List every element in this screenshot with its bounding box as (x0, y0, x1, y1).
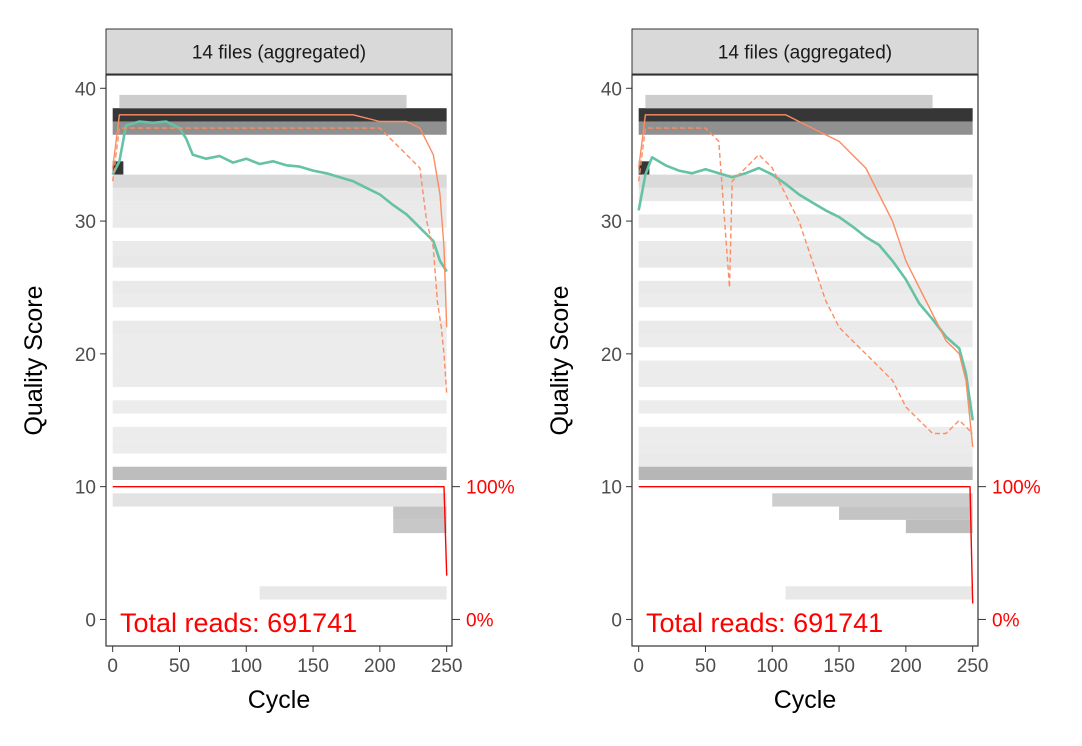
heatmap-band (638, 320, 973, 334)
heatmap-band (112, 347, 447, 361)
x-tick-label: 150 (297, 656, 329, 677)
right-axis-label: 0% (466, 610, 494, 631)
heatmap-band (112, 187, 447, 202)
heatmap-band (638, 187, 973, 202)
quantile-line (112, 127, 448, 394)
heatmap-band (112, 320, 447, 334)
quantile-line (638, 127, 974, 435)
facet-strip (631, 28, 979, 75)
heatmap-band (638, 453, 973, 467)
heatmap-band (112, 214, 447, 228)
heatmap-band (112, 280, 447, 295)
heatmap-band (638, 360, 973, 374)
heatmap-band (638, 280, 973, 295)
heatmap-band (112, 440, 447, 454)
heatmap-band (112, 400, 447, 414)
x-tick-label: 0 (633, 656, 644, 677)
right-axis-label: 100% (992, 478, 1041, 499)
quality-heatmap (638, 94, 973, 600)
x-tick-label: 0 (107, 656, 118, 677)
y-tick-label: 20 (601, 345, 622, 366)
heatmap-band (905, 519, 973, 534)
x-tick-label: 250 (957, 656, 989, 677)
heatmap-band (112, 121, 447, 135)
facet-panel-1: 14 files (aggregated) 0 10 20 30 40 0 50 100 150 2… (20, 28, 515, 714)
x-axis-title: Cycle (248, 686, 311, 714)
y-tick-label: 10 (75, 478, 96, 499)
heatmap-band (638, 161, 650, 175)
heatmap-band (112, 466, 447, 481)
heatmap-band (112, 174, 447, 188)
x-tick-label: 50 (169, 656, 190, 677)
heatmap-band (393, 519, 447, 534)
y-tick-label: 0 (611, 610, 622, 631)
heatmap-band (112, 254, 447, 268)
y-tick-label: 20 (75, 345, 96, 366)
x-tick-label: 250 (431, 656, 463, 677)
cumulative-line (112, 486, 448, 576)
quantile-line (638, 114, 974, 447)
mean-line (637, 156, 974, 421)
y-tick-label: 40 (601, 79, 622, 100)
heatmap-band (112, 240, 447, 255)
heatmap-band (785, 586, 973, 600)
x-tick-label: 200 (364, 656, 396, 677)
heatmap-band (638, 333, 973, 348)
quality-heatmap (112, 94, 447, 600)
right-axis-label: 0% (992, 610, 1020, 631)
right-axis-label: 100% (466, 478, 515, 499)
heatmap-band (112, 161, 124, 175)
facet-strip (105, 28, 453, 75)
x-tick-label: 150 (823, 656, 855, 677)
heatmap-band (638, 240, 973, 255)
x-tick-label: 100 (756, 656, 788, 677)
heatmap-band (119, 94, 407, 109)
x-tick-label: 100 (230, 656, 262, 677)
panel-border (105, 74, 453, 647)
heatmap-band (638, 440, 973, 454)
heatmap-band (638, 426, 973, 441)
heatmap-band (638, 214, 973, 228)
y-tick-label: 30 (601, 212, 622, 233)
heatmap-band (638, 121, 973, 135)
heatmap-band (259, 586, 447, 600)
mean-line (111, 120, 448, 273)
y-tick-label: 10 (601, 478, 622, 499)
heatmap-band (112, 360, 447, 374)
x-tick-label: 200 (890, 656, 922, 677)
x-axis-title: Cycle (774, 686, 837, 714)
heatmap-band (112, 493, 447, 507)
facet-strip-title: 14 files (aggregated) (192, 43, 366, 64)
y-axis-title: Quality Score (546, 285, 574, 435)
y-tick-label: 40 (75, 79, 96, 100)
panel-border (631, 74, 979, 647)
facet-strip-title: 14 files (aggregated) (718, 43, 892, 64)
x-tick-label: 50 (695, 656, 716, 677)
quantile-line (112, 114, 448, 328)
total-reads-annotation: Total reads: 691741 (120, 608, 357, 638)
y-axis-title: Quality Score (20, 285, 48, 435)
heatmap-band (638, 373, 973, 388)
heatmap-band (638, 294, 973, 308)
heatmap-band (112, 426, 447, 441)
heatmap-band (638, 108, 973, 122)
heatmap-band (112, 294, 447, 308)
heatmap-band (772, 493, 973, 507)
heatmap-band (112, 201, 447, 215)
y-tick-label: 0 (85, 610, 96, 631)
total-reads-annotation: Total reads: 691741 (646, 608, 883, 638)
cumulative-line (638, 486, 974, 604)
heatmap-band (112, 373, 447, 388)
heatmap-band (638, 466, 973, 481)
heatmap-band (839, 506, 973, 520)
heatmap-band (638, 174, 973, 188)
heatmap-band (112, 333, 447, 348)
heatmap-band (638, 254, 973, 268)
heatmap-band (393, 506, 447, 520)
heatmap-band (638, 400, 973, 414)
facet-panel-2: 14 files (aggregated) 0 10 20 30 40 0 50 100 150 2… (546, 28, 1041, 714)
heatmap-band (645, 94, 933, 109)
y-tick-label: 30 (75, 212, 96, 233)
